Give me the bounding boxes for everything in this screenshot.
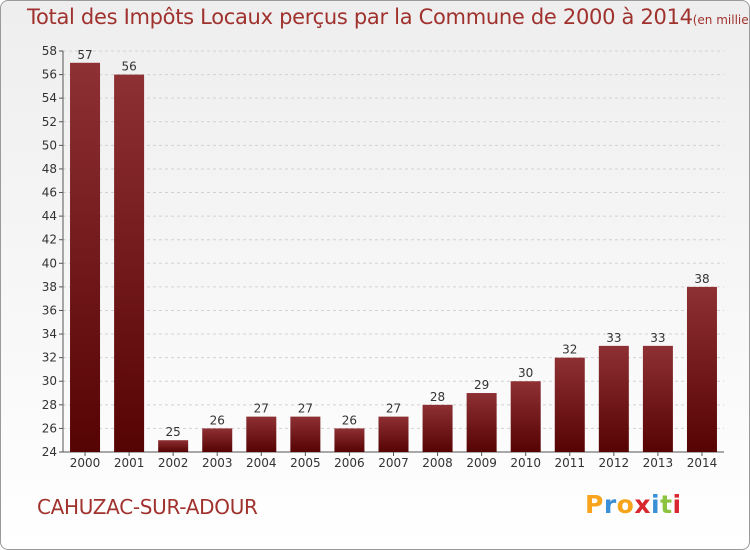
y-tick-label: 36 (42, 303, 57, 317)
y-tick-label: 24 (42, 445, 57, 459)
bars (70, 62, 717, 453)
data-labels: 57 56 25 26 27 27 26 27 28 29 30 32 33 33 38 (77, 48, 709, 439)
commune-name: CAHUZAC-SUR-ADOUR (37, 495, 258, 519)
chart-title-unit: (en milliers d'€) (692, 13, 749, 27)
bar (246, 416, 277, 452)
x-tick-label: 2010 (510, 456, 541, 470)
y-tick-label: 34 (42, 327, 57, 341)
chart-title: Total des Impôts Locaux perçus par la Co… (27, 5, 749, 29)
logo-letter: o (616, 490, 635, 519)
bar (114, 74, 145, 453)
data-label: 25 (166, 425, 181, 439)
data-label: 26 (210, 413, 225, 427)
y-tick-label: 58 (42, 44, 57, 58)
chart-title-main: Total des Impôts Locaux perçus par la Co… (27, 5, 693, 29)
proxiti-logo[interactable]: Proxiti (585, 490, 682, 519)
data-label: 38 (694, 272, 709, 286)
x-tick-label: 2011 (554, 456, 585, 470)
x-tick-label: 2013 (643, 456, 674, 470)
y-tick-label: 44 (42, 209, 57, 223)
logo-letter: r (603, 490, 617, 519)
bar (334, 428, 365, 452)
bar (686, 286, 717, 452)
y-tick-label: 46 (42, 186, 57, 200)
y-tick-label: 56 (42, 68, 57, 82)
bar (510, 381, 541, 452)
logo-letter: i (651, 490, 661, 519)
bar (642, 345, 673, 452)
data-label: 33 (650, 331, 665, 345)
x-tick-label: 2004 (246, 456, 277, 470)
y-tick-label: 40 (42, 256, 57, 270)
data-label: 57 (77, 48, 92, 62)
data-label: 27 (254, 402, 269, 416)
x-tick-label: 2008 (422, 456, 453, 470)
bar (598, 345, 629, 452)
y-tick-label: 54 (42, 91, 57, 105)
data-label: 26 (342, 413, 357, 427)
data-label: 33 (606, 331, 621, 345)
data-label: 56 (121, 60, 136, 74)
logo-letter: P (585, 490, 604, 519)
bar (422, 404, 453, 452)
logo-letter: t (660, 490, 673, 519)
logo-letter: i (672, 490, 682, 519)
x-tick-label: 2003 (202, 456, 233, 470)
bar (158, 440, 189, 452)
data-label: 27 (386, 402, 401, 416)
data-label: 28 (430, 390, 445, 404)
data-label: 30 (518, 366, 533, 380)
x-tick-label: 2014 (687, 456, 718, 470)
logo-letter: x (634, 490, 651, 519)
y-tick-label: 50 (42, 138, 57, 152)
x-tick-label: 2001 (114, 456, 145, 470)
x-tick-label: 2007 (378, 456, 409, 470)
y-tick-label: 26 (42, 421, 57, 435)
data-label: 27 (298, 402, 313, 416)
y-tick-label: 42 (42, 233, 57, 247)
x-tick-label: 2000 (70, 456, 101, 470)
data-label: 32 (562, 343, 577, 357)
data-label: 29 (474, 378, 489, 392)
axes: 24 26 28 30 32 34 36 38 40 42 44 46 48 50 52 54 56 58 2000… (42, 44, 724, 470)
bar (554, 357, 585, 452)
y-tick-label: 52 (42, 115, 57, 129)
y-tick-label: 32 (42, 351, 57, 365)
y-tick-label: 38 (42, 280, 57, 294)
bar (70, 62, 101, 452)
bar (466, 393, 497, 452)
bar (290, 416, 321, 452)
x-tick-label: 2005 (290, 456, 321, 470)
y-tick-label: 28 (42, 398, 57, 412)
x-tick-label: 2006 (334, 456, 365, 470)
bar (378, 416, 409, 452)
x-tick-label: 2009 (466, 456, 497, 470)
y-tick-label: 30 (42, 374, 57, 388)
bar (202, 428, 233, 452)
x-tick-label: 2002 (158, 456, 189, 470)
y-tick-label: 48 (42, 162, 57, 176)
x-tick-label: 2012 (599, 456, 630, 470)
